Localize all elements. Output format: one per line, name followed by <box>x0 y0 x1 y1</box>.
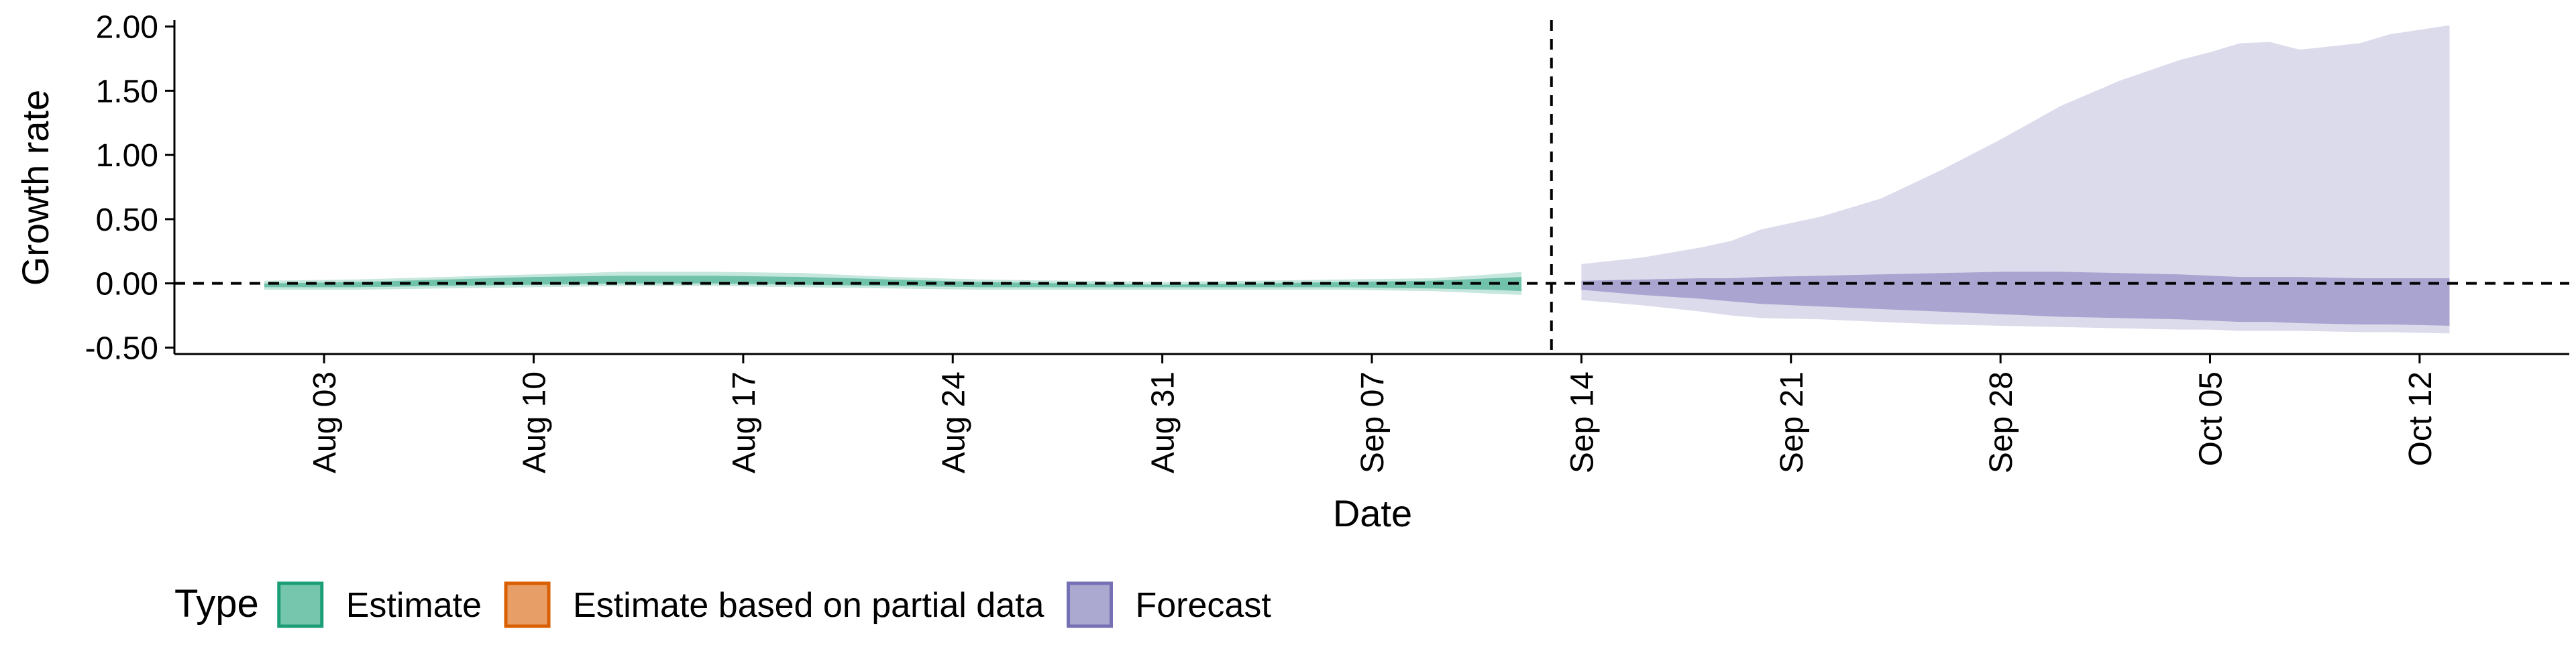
x-tick-label: Sep 07 <box>1355 371 1391 473</box>
legend-label-estimate-based-on-partial-data: Estimate based on partial data <box>573 586 1044 625</box>
x-tick-label: Sep 21 <box>1774 371 1810 473</box>
forecast-outer-ribbon <box>1581 25 2450 334</box>
y-tick-label: 1.00 <box>96 138 158 174</box>
y-tick-label: -0.50 <box>85 331 158 366</box>
x-tick-labels: Aug 03 Aug 10 Aug 17 Aug 24 Aug 31 Sep 07 Sep … <box>307 371 2438 473</box>
legend-swatch-estimate <box>277 581 324 628</box>
y-tick-labels: -0.50 0.00 0.50 1.00 1.50 2.00 <box>85 10 158 367</box>
forecast-inner-ribbon <box>1581 272 2450 326</box>
reference-lines <box>174 20 2569 354</box>
x-tick-label: Oct 05 <box>2194 371 2229 466</box>
y-tick-label: 1.50 <box>96 74 158 109</box>
x-tick-label: Sep 28 <box>1984 371 2019 473</box>
x-tick-label: Aug 24 <box>936 371 971 473</box>
ribbon-layer <box>264 25 2450 334</box>
x-tick-label: Aug 10 <box>517 371 553 473</box>
legend: Type Estimate Estimate based on partial da… <box>174 581 1271 628</box>
x-tick-label: Sep 14 <box>1564 371 1600 473</box>
legend-swatch-estimate-based-on-partial-data <box>504 581 551 628</box>
legend-title: Type <box>174 582 259 626</box>
y-tick-label: 0.50 <box>96 202 158 238</box>
y-tick-label: 0.00 <box>96 267 158 302</box>
x-tick-label: Oct 12 <box>2403 371 2438 466</box>
x-tick-label: Aug 31 <box>1146 371 1181 473</box>
legend-swatch-forecast <box>1066 581 1113 628</box>
y-axis-title: Growth rate <box>14 90 56 286</box>
x-axis-title: Date <box>1333 492 1412 534</box>
axes <box>165 20 2569 363</box>
x-tick-label: Aug 03 <box>307 371 343 473</box>
x-tick-label: Aug 17 <box>727 371 762 473</box>
y-tick-label: 2.00 <box>96 10 158 46</box>
legend-label-forecast: Forecast <box>1135 586 1271 625</box>
legend-label-estimate: Estimate <box>346 586 482 625</box>
